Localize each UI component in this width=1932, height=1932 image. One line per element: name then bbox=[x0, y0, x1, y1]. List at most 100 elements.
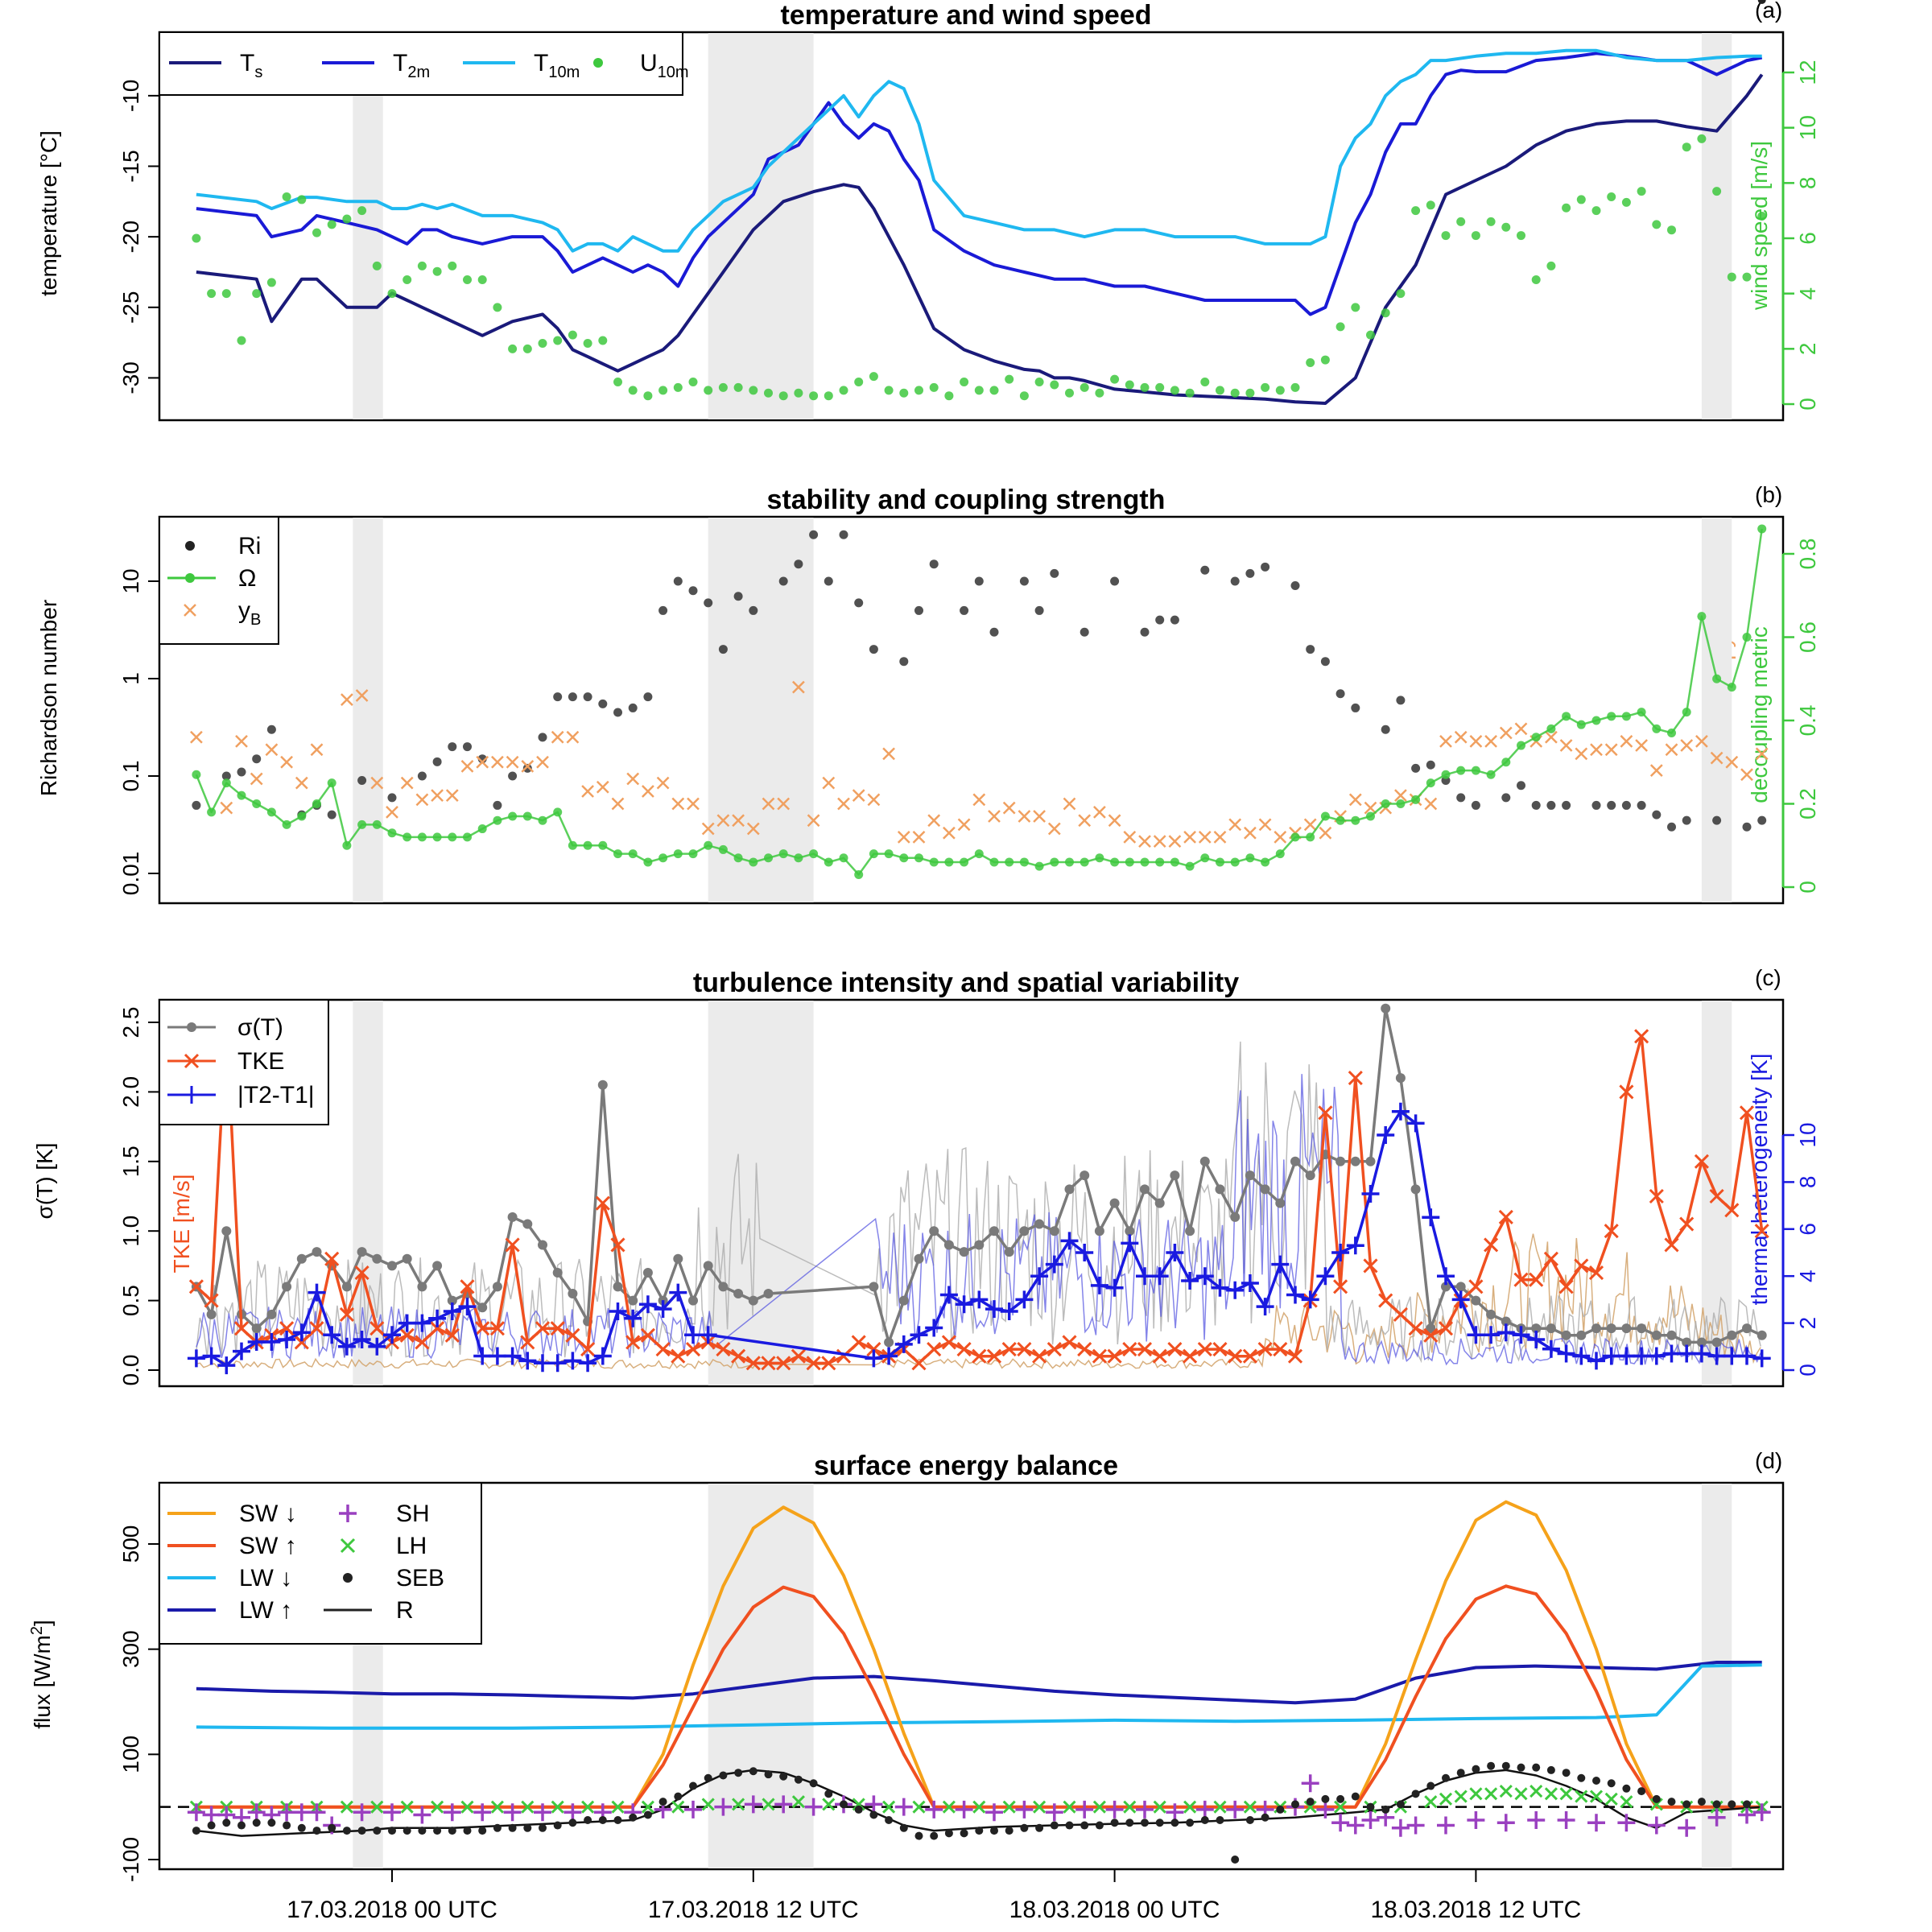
point-Omega bbox=[1245, 853, 1255, 863]
point-Omega bbox=[1200, 853, 1210, 863]
point-Omega bbox=[1140, 857, 1150, 867]
point-Ri bbox=[553, 692, 563, 702]
point-SEB bbox=[1321, 1794, 1330, 1803]
point-Omega bbox=[1441, 770, 1451, 779]
point-Ri bbox=[1019, 576, 1029, 586]
panel-c-ylabel-tke: TKE [m/s] bbox=[169, 1174, 194, 1274]
point-Omega bbox=[960, 857, 969, 867]
plus-dT bbox=[1060, 1232, 1079, 1250]
plus-SH bbox=[1587, 1814, 1605, 1832]
point-SEB bbox=[689, 1781, 697, 1790]
point-U10m bbox=[1742, 272, 1752, 282]
point-Ri bbox=[1110, 576, 1120, 586]
point-U10m bbox=[342, 214, 352, 224]
point-Omega bbox=[673, 849, 683, 859]
point-sigmaT bbox=[688, 1295, 698, 1306]
cross-TKE bbox=[1468, 1279, 1484, 1294]
point-Omega bbox=[1396, 799, 1406, 808]
point-U10m bbox=[1637, 187, 1646, 196]
plus-dT bbox=[1542, 1340, 1560, 1358]
point-SEB bbox=[1336, 1794, 1345, 1803]
point-SEB bbox=[1712, 1800, 1721, 1809]
panel-a-title: temperature and wind speed bbox=[781, 0, 1152, 31]
point-U10m bbox=[960, 378, 969, 387]
cross-yB bbox=[1303, 818, 1317, 832]
cross-TKE bbox=[941, 1335, 956, 1350]
cross-TKE bbox=[309, 1321, 324, 1336]
cross-TKE bbox=[1363, 1258, 1378, 1274]
point-Omega bbox=[1591, 716, 1601, 725]
plus-SH bbox=[714, 1798, 733, 1816]
point-U10m bbox=[764, 388, 773, 398]
plus-SH bbox=[202, 1806, 221, 1824]
point-Ri bbox=[1471, 800, 1480, 810]
point-SEB bbox=[944, 1829, 953, 1838]
point-Ri bbox=[1742, 822, 1752, 832]
point-U10m bbox=[809, 391, 819, 401]
panel-a-ylabel: temperature [°C] bbox=[36, 130, 61, 296]
point-SEB bbox=[764, 1770, 773, 1779]
point-sigmaT bbox=[1109, 1198, 1120, 1208]
point-U10m bbox=[1757, 212, 1767, 221]
cross-TKE bbox=[1438, 1321, 1454, 1336]
cross-yB bbox=[1424, 797, 1438, 811]
y-tick-label: 1 bbox=[118, 672, 143, 685]
point-U10m bbox=[1607, 192, 1616, 201]
point-Omega bbox=[221, 778, 231, 788]
point-Ri bbox=[568, 692, 577, 702]
cross-TKE bbox=[1484, 1237, 1499, 1253]
cross-yB bbox=[1514, 722, 1528, 736]
cross-LH bbox=[1484, 1787, 1498, 1801]
plus-dT bbox=[1633, 1347, 1651, 1365]
point-U10m bbox=[1155, 382, 1165, 392]
y-tick-label: -100 bbox=[118, 1837, 143, 1882]
legend-swatch-LH bbox=[340, 1538, 356, 1554]
point-Omega bbox=[1125, 857, 1134, 867]
y-tick-label: 0.01 bbox=[118, 852, 143, 896]
plus-dT bbox=[292, 1323, 311, 1342]
plus-dT bbox=[579, 1354, 597, 1373]
cross-yB bbox=[762, 797, 775, 811]
legend-label: LW ↑ bbox=[239, 1597, 292, 1624]
cross-TKE bbox=[640, 1327, 655, 1343]
plus-dT bbox=[1482, 1326, 1501, 1344]
point-U10m bbox=[1652, 220, 1662, 229]
point-Omega bbox=[1261, 857, 1270, 867]
point-Omega bbox=[1501, 758, 1511, 767]
cross-LH bbox=[1604, 1792, 1618, 1806]
point-SEB bbox=[342, 1827, 351, 1835]
point-Omega bbox=[1621, 712, 1631, 721]
point-SEB bbox=[899, 1823, 908, 1832]
point-SEB bbox=[1442, 1773, 1450, 1782]
plus-dT bbox=[1752, 1349, 1771, 1368]
point-SEB bbox=[267, 1818, 276, 1827]
plus-dT bbox=[323, 1326, 341, 1344]
cross-yB bbox=[386, 805, 398, 819]
point-Omega bbox=[207, 807, 217, 817]
cross-yB bbox=[265, 743, 279, 757]
point-U10m bbox=[628, 386, 638, 395]
point-SEB bbox=[1351, 1792, 1360, 1801]
point-Ri bbox=[1396, 696, 1406, 705]
plus-SH bbox=[774, 1795, 793, 1814]
point-SEB bbox=[1005, 1827, 1013, 1835]
y2-tick-label: 12 bbox=[1795, 60, 1820, 85]
point-SEB bbox=[463, 1827, 472, 1835]
point-sigmaT bbox=[296, 1253, 307, 1264]
point-sigmaT bbox=[221, 1226, 232, 1236]
legend-subscript: B bbox=[250, 611, 261, 629]
cross-TKE bbox=[1228, 1348, 1243, 1364]
point-Ri bbox=[1501, 793, 1511, 803]
cross-LH bbox=[1439, 1792, 1453, 1806]
cross-yB bbox=[566, 730, 580, 744]
cross-yB bbox=[626, 772, 640, 786]
point-sigmaT bbox=[1094, 1226, 1104, 1236]
panel-c-ylabel: σ(T) [K] bbox=[32, 1142, 57, 1219]
point-Omega bbox=[1306, 832, 1315, 842]
point-sigmaT bbox=[642, 1268, 653, 1278]
point-sigmaT bbox=[989, 1226, 999, 1236]
plus-SH bbox=[1075, 1800, 1094, 1818]
point-SEB bbox=[658, 1798, 667, 1806]
point-SEB bbox=[1456, 1769, 1465, 1777]
y-tick-label: 300 bbox=[118, 1630, 143, 1668]
